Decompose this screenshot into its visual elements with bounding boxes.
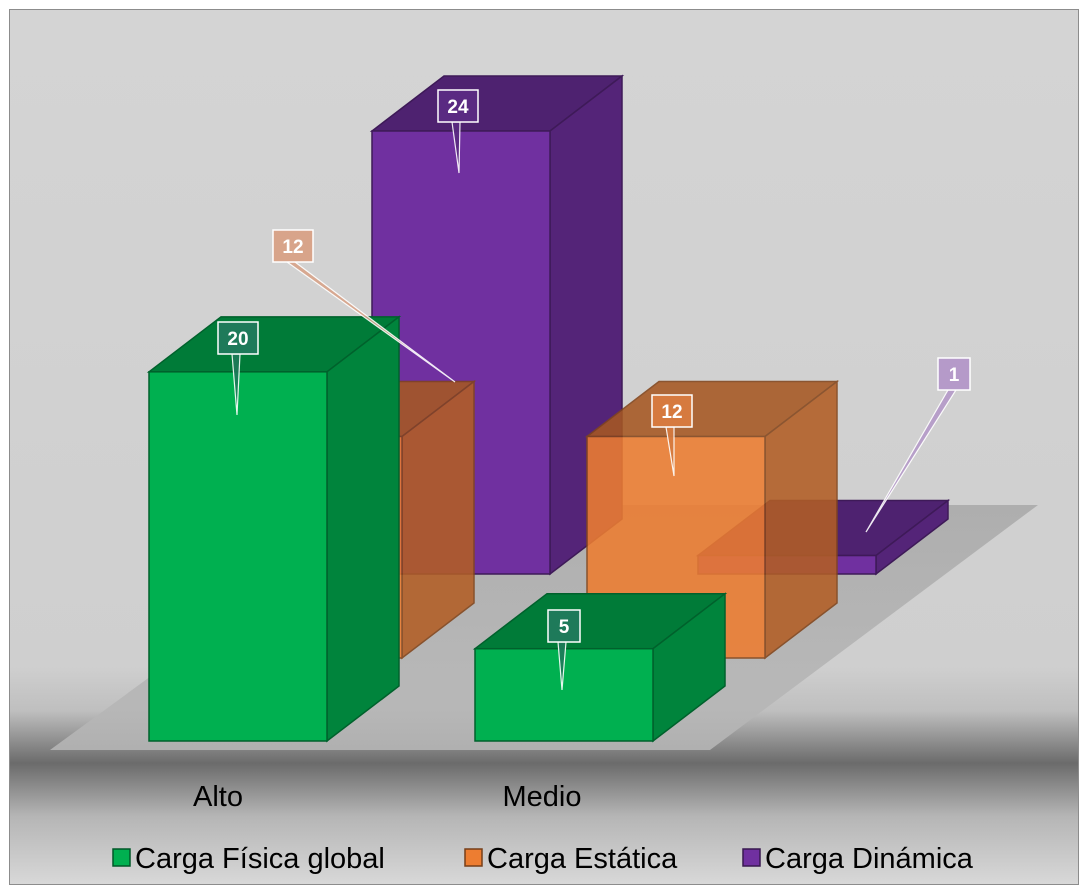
chart-plot: 20 5 12 12 24 1 Alto Medio Carga Física global…: [10, 10, 1078, 884]
legend-label: Carga Estática: [487, 843, 678, 875]
legend-label: Carga Física global: [135, 843, 385, 875]
data-label-box: [217, 321, 259, 355]
legend-item: Carga Física global: [112, 843, 385, 875]
data-label-text: 12: [282, 237, 303, 258]
data-label-box: [437, 89, 479, 123]
category-label-alto: Alto: [193, 781, 243, 813]
legend-swatch: [464, 848, 483, 867]
legend-swatch: [112, 848, 131, 867]
data-label: 12: [272, 229, 456, 383]
bar-front-face: [148, 371, 328, 742]
data-label: 24: [437, 89, 479, 174]
data-label: 5: [547, 609, 581, 691]
bars-layer: [146, 74, 951, 743]
data-label-text: 20: [227, 329, 248, 350]
data-label: 1: [865, 357, 971, 533]
data-label-box: [651, 394, 693, 428]
bar-carga-f-sica-global-alto: [146, 315, 402, 743]
data-label-text: 1: [949, 365, 960, 386]
legend-item: Carga Estática: [464, 843, 678, 875]
data-label: 12: [651, 394, 693, 477]
data-labels-layer: 20 5 12 12 24 1: [217, 89, 971, 691]
data-label-text: 12: [661, 402, 682, 423]
data-label-box: [547, 609, 581, 643]
chart-area: 20 5 12 12 24 1 Alto Medio Carga Física global…: [9, 9, 1079, 885]
category-label-medio: Medio: [503, 781, 582, 813]
legend-label: Carga Dinámica: [765, 843, 974, 875]
data-label: 20: [217, 321, 259, 416]
legend: Carga Física global Carga Estática Carga D…: [112, 843, 974, 875]
data-label-box: [272, 229, 314, 263]
data-label-text: 5: [559, 617, 570, 638]
category-axis: Alto Medio: [193, 781, 581, 813]
legend-item: Carga Dinámica: [742, 843, 974, 875]
data-label-text: 24: [447, 97, 469, 118]
legend-swatch: [742, 848, 761, 867]
bar-side-face: [326, 315, 400, 743]
data-label-box: [937, 357, 971, 391]
